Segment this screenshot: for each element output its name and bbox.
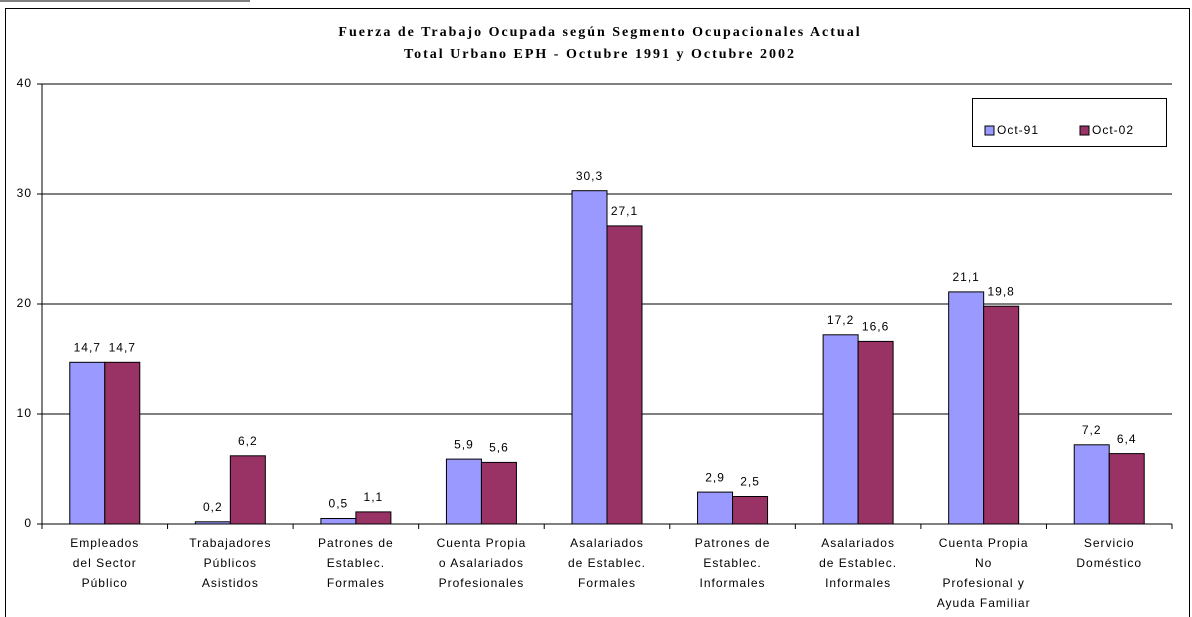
value-label: 27,1 — [611, 204, 638, 218]
bar — [1108, 453, 1145, 525]
bar — [355, 511, 392, 525]
value-label: 6,2 — [238, 434, 258, 448]
value-label: 6,4 — [1117, 432, 1137, 446]
y-tick-label: 0 — [24, 516, 32, 530]
value-label: 2,9 — [705, 470, 725, 484]
bar — [320, 518, 357, 525]
x-tick-label: Trabajadores Públicos Asistidos — [189, 536, 271, 590]
x-tick-label: Asalariados de Establec. Informales — [819, 536, 897, 590]
bar — [69, 361, 106, 525]
chart-title: Fuerza de Trabajo Ocupada según Segmento… — [338, 25, 861, 40]
value-label: 14,7 — [74, 340, 101, 354]
y-tick-label: 30 — [17, 186, 32, 200]
bar — [983, 305, 1020, 525]
x-tick-label: Cuenta Propia No Profesional y Ayuda Famili… — [937, 536, 1031, 610]
value-label: 5,6 — [489, 441, 509, 455]
y-tick-label: 40 — [17, 76, 32, 90]
bar — [697, 491, 734, 525]
chart-subtitle: Total Urbano EPH - Octubre 1991 y Octubr… — [404, 47, 796, 62]
value-label: 14,7 — [109, 340, 136, 354]
x-tick-label: Patrones de Establec. Formales — [318, 536, 394, 590]
x-tick-label: Asalariados de Establec. Formales — [568, 536, 646, 590]
value-label: 2,5 — [740, 475, 760, 489]
bar — [104, 361, 141, 525]
x-tick-label: Patrones de Establec. Informales — [695, 536, 771, 590]
x-tick-label: Empleados del Sector Público — [70, 536, 139, 590]
legend-swatch — [984, 125, 995, 136]
bar — [606, 225, 643, 525]
value-label: 7,2 — [1082, 423, 1102, 437]
bar — [445, 458, 482, 525]
value-label: 5,9 — [454, 437, 474, 451]
y-tick-label: 10 — [17, 406, 32, 420]
bar — [229, 455, 266, 525]
value-label: 0,5 — [329, 497, 349, 511]
value-label: 1,1 — [364, 490, 384, 504]
value-label: 17,2 — [827, 313, 854, 327]
bar — [857, 340, 894, 525]
value-label: 19,8 — [987, 284, 1014, 298]
legend-label: Oct-02 — [1092, 123, 1134, 137]
legend-swatch — [1079, 125, 1090, 136]
value-label: 0,2 — [203, 500, 223, 514]
value-label: 30,3 — [576, 169, 603, 183]
bar — [732, 496, 769, 525]
legend-box — [972, 98, 1167, 147]
value-label: 21,1 — [952, 270, 979, 284]
bar — [1073, 444, 1110, 525]
chart-frame — [5, 8, 1190, 617]
legend-label: Oct-91 — [997, 123, 1039, 137]
bar — [948, 291, 985, 525]
bar — [480, 461, 517, 525]
value-label: 16,6 — [862, 320, 889, 334]
bar — [571, 190, 608, 525]
x-tick-label: Cuenta Propia o Asalariados Profesionales — [437, 536, 527, 590]
bar — [822, 334, 859, 525]
y-tick-label: 20 — [17, 296, 32, 310]
x-tick-label: Servicio Doméstico — [1076, 536, 1142, 570]
